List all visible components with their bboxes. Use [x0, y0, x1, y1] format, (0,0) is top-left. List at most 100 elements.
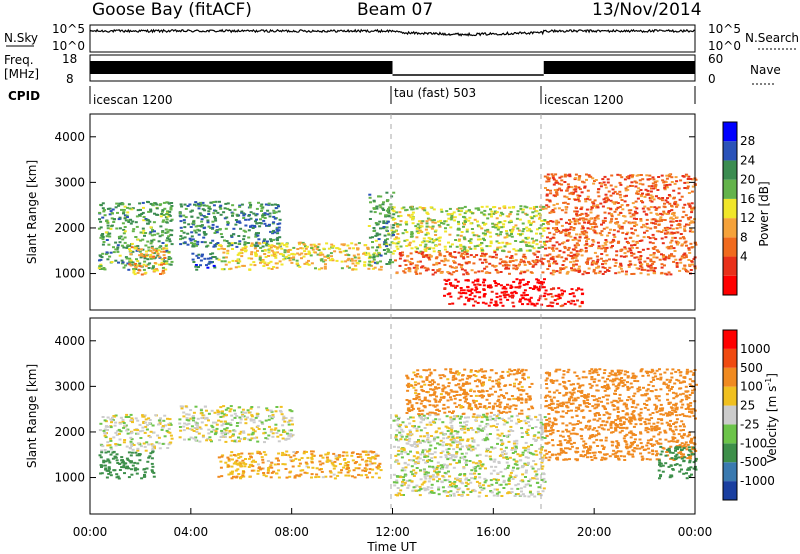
power-cell	[493, 304, 497, 306]
power-cell	[617, 271, 621, 274]
velocity-cell	[247, 433, 251, 436]
power-cell	[201, 253, 204, 256]
power-cell	[555, 192, 559, 195]
velocity-cell	[201, 436, 205, 439]
velocity-cell	[465, 463, 468, 466]
velocity-cell	[161, 425, 165, 427]
power-cell	[287, 257, 291, 260]
velocity-cell	[187, 438, 191, 441]
power-cell	[244, 250, 247, 253]
power-cell	[397, 237, 401, 240]
power-cell	[267, 202, 271, 205]
power-cell	[619, 183, 623, 186]
power-cell	[690, 202, 694, 205]
power-cell	[653, 185, 657, 188]
power-cell	[324, 263, 327, 266]
velocity-cell	[361, 450, 365, 453]
power-cell	[501, 213, 505, 216]
velocity-cell	[465, 452, 468, 455]
date-title: 13/Nov/2014	[592, 0, 702, 20]
power-cell	[615, 192, 619, 195]
power-cell	[153, 249, 156, 251]
power-cell	[675, 262, 679, 264]
power-cell	[678, 198, 682, 201]
velocity-cell	[457, 493, 461, 496]
velocity-cell	[284, 468, 288, 470]
velocity-cell	[250, 414, 254, 417]
power-cell	[425, 222, 429, 225]
velocity-cell	[267, 469, 270, 472]
power-cell	[496, 271, 500, 274]
power-cell	[432, 219, 436, 222]
power-cell	[442, 260, 446, 263]
power-cell	[304, 253, 308, 256]
power-cell	[669, 247, 673, 250]
velocity-cell	[394, 419, 398, 422]
power-cell	[215, 225, 219, 228]
power-cell	[514, 224, 518, 227]
power-cell	[469, 222, 473, 225]
power-cell	[122, 211, 126, 214]
velocity-cell	[458, 473, 462, 476]
velocity-cell	[412, 486, 416, 489]
velocity-cell	[103, 428, 107, 431]
velocity-cell	[478, 476, 482, 479]
power-cell	[368, 193, 372, 196]
power-cell	[602, 227, 606, 230]
velocity-cell	[448, 475, 452, 478]
velocity-cell	[289, 470, 293, 473]
power-cell	[634, 200, 638, 203]
power-cell	[638, 182, 642, 185]
power-cell	[424, 250, 428, 252]
velocity-cell	[463, 455, 467, 458]
power-cell	[416, 260, 420, 263]
power-cell	[668, 202, 672, 205]
power-cell	[408, 270, 412, 273]
power-cell	[633, 256, 637, 259]
power-cell	[671, 217, 675, 220]
power-cell	[457, 210, 461, 212]
power-cell	[457, 207, 461, 210]
velocity-cell	[239, 455, 243, 458]
velocity-cell	[339, 471, 343, 474]
power-cell	[664, 199, 668, 202]
power-cell	[602, 181, 606, 184]
velocity-cell	[400, 469, 404, 472]
power-cell	[330, 255, 333, 258]
velocity-cell	[321, 476, 325, 479]
power-cell	[495, 217, 499, 220]
power-cell	[592, 223, 596, 225]
power-cell	[527, 236, 530, 239]
power-cell	[178, 212, 182, 215]
velocity-cell	[261, 461, 265, 464]
power-cell	[569, 302, 573, 305]
power-cell	[325, 242, 329, 245]
power-cell	[368, 236, 372, 239]
power-cell	[530, 237, 534, 240]
power-cell	[665, 213, 669, 215]
velocity-cell	[421, 439, 425, 442]
velocity-cell	[495, 415, 499, 418]
power-cell	[572, 265, 575, 268]
power-cell	[594, 206, 598, 209]
power-cell	[281, 253, 285, 256]
power-cell	[131, 261, 135, 264]
power-cell	[504, 267, 508, 270]
power-cell	[151, 266, 155, 269]
velocity-cell	[436, 472, 440, 475]
power-cell	[635, 212, 639, 215]
power-cell	[227, 261, 231, 264]
power-cell	[508, 272, 511, 275]
velocity-cell	[344, 474, 348, 477]
velocity-cell	[282, 429, 286, 432]
power-cell	[617, 224, 621, 227]
power-cell	[529, 207, 533, 210]
power-cell	[448, 265, 452, 268]
power-cell	[309, 254, 313, 257]
velocity-cell	[436, 461, 440, 464]
velocity-cell	[416, 456, 420, 459]
power-cell	[544, 247, 547, 250]
power-cell	[470, 292, 474, 295]
velocity-cell	[446, 464, 449, 467]
power-cell	[368, 260, 372, 263]
